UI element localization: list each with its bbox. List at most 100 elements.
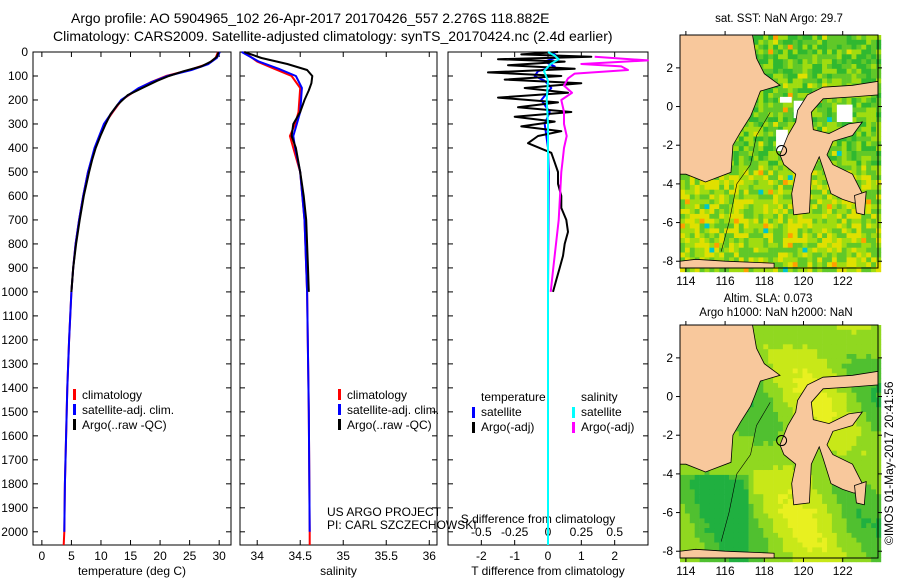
map-cell — [758, 223, 764, 229]
map-cell — [861, 557, 867, 563]
map-cell — [851, 392, 857, 398]
map-cell — [694, 542, 700, 548]
map-cell — [743, 474, 749, 481]
map-cell — [851, 528, 857, 534]
map-cell — [851, 537, 857, 543]
map-cell — [768, 73, 774, 79]
depth-contour — [720, 402, 771, 542]
map-cell — [773, 199, 779, 205]
map-cell — [778, 358, 784, 364]
lon-tick-label: 114 — [676, 564, 695, 578]
map-cell — [738, 431, 744, 437]
map-cell — [753, 513, 759, 519]
map-cell — [773, 204, 779, 210]
map-cell — [822, 54, 828, 60]
map-cell — [861, 363, 867, 369]
land-polygon — [679, 324, 781, 473]
map-cell — [694, 228, 700, 234]
map-cell — [802, 363, 808, 369]
map-cell — [792, 54, 798, 60]
map-cell — [773, 450, 779, 456]
map-cell — [876, 218, 882, 224]
map-cell — [836, 436, 842, 442]
map-cell — [689, 489, 695, 495]
map-cell — [797, 542, 803, 548]
map-cell — [851, 334, 857, 340]
map-cell — [733, 528, 740, 534]
map-cell — [876, 378, 882, 384]
map-cell — [778, 180, 784, 186]
map-cell — [851, 141, 857, 147]
map-cell — [866, 557, 872, 563]
map-cell — [758, 542, 764, 548]
map-cell — [782, 122, 789, 128]
map-cell — [694, 479, 700, 485]
map-cell — [876, 460, 882, 466]
map-cell — [694, 508, 700, 514]
map-cell — [846, 97, 852, 103]
map-cell — [831, 363, 838, 369]
map-cell — [763, 508, 769, 514]
map-cell — [743, 194, 749, 200]
map-cell — [773, 78, 779, 84]
map-cell — [827, 368, 833, 374]
map-cell — [851, 247, 857, 253]
map-cell — [738, 513, 744, 519]
map-cell — [876, 513, 882, 519]
map-cell — [748, 436, 754, 442]
map-cell — [792, 262, 798, 268]
map-cell — [763, 392, 769, 398]
map-cell — [782, 402, 789, 408]
map-cell — [866, 431, 872, 437]
map-cell — [861, 262, 867, 268]
map-cell — [856, 165, 862, 171]
map-cell — [876, 402, 882, 408]
map-cell — [680, 233, 686, 239]
map-cell — [797, 97, 803, 103]
map-cell — [753, 209, 759, 215]
map-cell — [812, 209, 818, 215]
map-cell — [738, 557, 744, 563]
map-cell — [841, 513, 847, 519]
map-cell — [748, 175, 754, 181]
depth-tick-label: 1800 — [1, 477, 28, 491]
map-cell — [836, 59, 842, 65]
map-cell — [782, 68, 789, 74]
map-cell — [787, 407, 793, 413]
map-cell — [836, 363, 842, 369]
map-cell — [807, 49, 813, 55]
map-cell — [876, 426, 882, 432]
map-cell — [802, 557, 808, 563]
map-cell — [831, 146, 838, 152]
map-cell — [778, 49, 784, 55]
map-cell — [861, 175, 867, 181]
map-cell — [856, 387, 862, 393]
map-cell — [856, 523, 862, 529]
map-cell — [812, 373, 818, 379]
map-cell — [753, 557, 759, 563]
map-cell — [743, 175, 749, 181]
map-cell — [817, 267, 823, 273]
map-cell — [748, 441, 754, 447]
map-cell — [787, 68, 793, 74]
map-cell — [822, 194, 828, 200]
map-cell — [709, 508, 715, 514]
map-cell — [704, 518, 710, 524]
map-cell — [807, 552, 813, 558]
map-cell — [738, 503, 744, 510]
map-cell — [802, 503, 808, 510]
map-cell — [724, 209, 730, 215]
map-cell — [782, 189, 789, 195]
map-cell — [743, 257, 749, 263]
map-cell — [758, 39, 764, 45]
map-cell — [866, 146, 872, 152]
map-cell — [738, 184, 744, 191]
map-cell — [748, 503, 754, 510]
map-cell — [778, 494, 784, 500]
map-cell — [827, 349, 833, 355]
map-cell — [748, 547, 754, 553]
map-cell — [773, 141, 779, 147]
map-cell — [812, 238, 818, 244]
map-cell — [876, 532, 882, 539]
map-cell — [758, 484, 764, 490]
